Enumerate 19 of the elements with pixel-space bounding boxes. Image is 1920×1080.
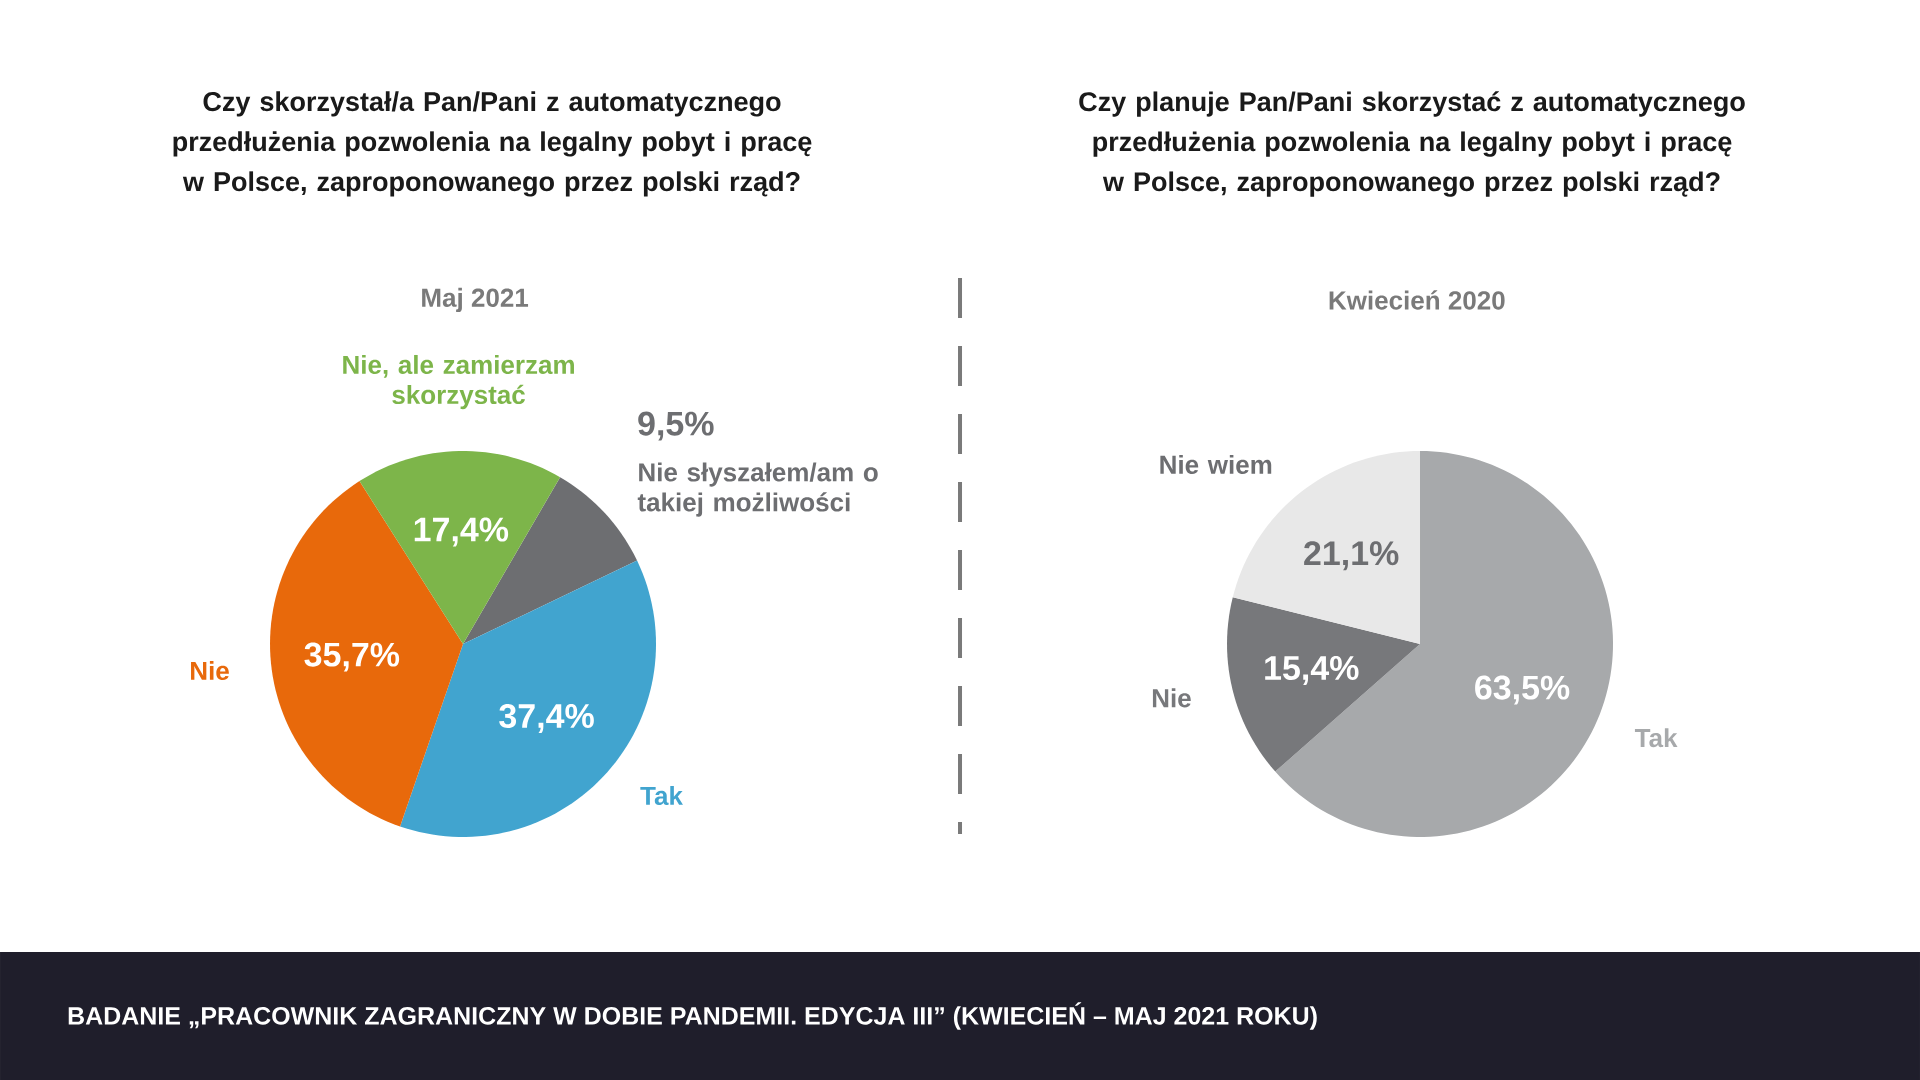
data-label: 17,4% [414,517,509,547]
slice-label: Nie wiem [1160,454,1272,474]
slice-label: Nie słyszałem/am o takiej możliwości [637,462,878,517]
data-label: 35,7% [304,642,400,672]
slice-label: Nie [191,661,229,681]
slice-label: Nie [1152,688,1191,708]
data-label: 21,1% [1304,541,1399,571]
chart-title: Czy planuje Pan/Pani skorzystać z automatycznego przedłużenia pozwolenia na legalny pobyt i pracę w Polsce, zaproponowanego przez polski rząd? [1079,91,1745,197]
data-label: 37,4% [499,703,594,733]
data-label: 9,5% [638,411,714,441]
data-label: 63,5% [1475,675,1570,705]
chart-subtitle: Maj 2021 [422,287,529,313]
slice-label: Nie, ale zamierzam skorzystać [343,354,574,410]
chart-subtitle: Kwiecień 2020 [1329,290,1505,310]
slice-label: Tak [640,785,683,806]
slice-label: Tak [1634,728,1678,748]
data-label: 15,4% [1265,656,1359,685]
chart-title: Czy skorzystał/a Pan/Pani z automatycznego przedłużenia pozwolenia na legalny pobyt i pracę w Polsce, zaproponowanego przez polski rząd? [173,91,812,197]
text: BADANIE „PRACOWNIK ZAGRANICZNY W DOBIE PANDEMII. EDYCJA III” (KWIECIEŃ – MAJ 2021 ROKU) [68,1002,1317,1030]
